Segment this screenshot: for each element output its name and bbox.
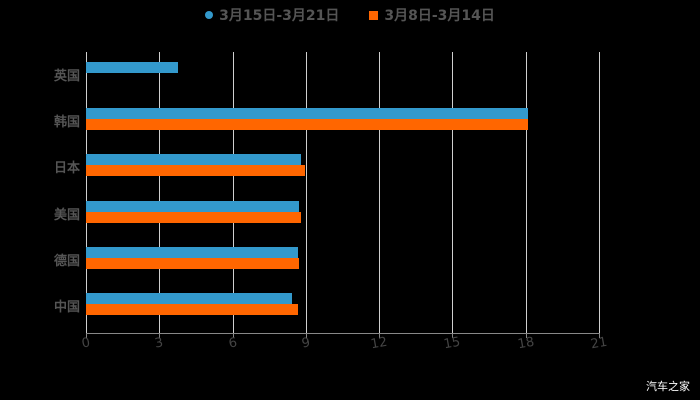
category-label: 韩国 [53, 115, 80, 131]
gridline [379, 52, 381, 333]
category-label: 英国 [53, 69, 80, 84]
category-label: 日本 [53, 161, 80, 177]
x-tick-label: 18 [516, 334, 536, 353]
x-tick-label: 21 [589, 334, 609, 353]
x-tick-label: 12 [369, 334, 389, 353]
bar[interactable] [86, 257, 299, 269]
gridline [525, 52, 527, 333]
gridline [232, 52, 234, 333]
legend-label: 3月15日-3月21日 [219, 8, 340, 24]
gridline [452, 52, 454, 333]
gridline [599, 52, 600, 333]
x-axis [86, 333, 600, 334]
watermark: 汽车之家 [646, 380, 690, 393]
bar[interactable] [86, 62, 179, 73]
x-tick [159, 333, 161, 338]
x-tick-label: 3 [153, 335, 165, 352]
bar[interactable] [86, 304, 299, 315]
x-tick [525, 333, 527, 338]
x-tick [452, 333, 454, 338]
bar[interactable] [86, 200, 299, 212]
bar[interactable] [86, 119, 529, 131]
x-tick [86, 333, 87, 338]
category-label: 中国 [53, 300, 80, 315]
circle-marker-icon [205, 11, 214, 19]
legend: 3月15日-3月21日 3月8日-3月14日 [0, 5, 700, 25]
x-tick [232, 333, 234, 338]
y-axis-line [86, 52, 87, 333]
x-tick-label: 0 [80, 335, 92, 352]
x-tick [379, 333, 381, 338]
bar[interactable] [86, 165, 305, 177]
bar[interactable] [86, 246, 299, 258]
x-tick-label: 9 [300, 335, 312, 352]
gridline [159, 52, 161, 333]
legend-item-series1[interactable]: 3月15日-3月21日 [205, 5, 339, 25]
category-label: 德国 [53, 253, 80, 269]
legend-label: 3月8日-3月14日 [384, 8, 495, 24]
bar[interactable] [86, 211, 301, 223]
gridline [305, 52, 307, 333]
bar[interactable] [86, 154, 301, 166]
square-marker-icon [369, 10, 379, 20]
bar[interactable] [86, 293, 292, 304]
legend-item-series2[interactable]: 3月8日-3月14日 [369, 5, 495, 25]
x-tick [599, 333, 600, 338]
x-tick-label: 15 [442, 334, 462, 353]
x-tick-label: 6 [227, 335, 238, 352]
bar[interactable] [86, 108, 529, 120]
category-label: 美国 [53, 207, 80, 223]
x-tick [305, 333, 307, 338]
